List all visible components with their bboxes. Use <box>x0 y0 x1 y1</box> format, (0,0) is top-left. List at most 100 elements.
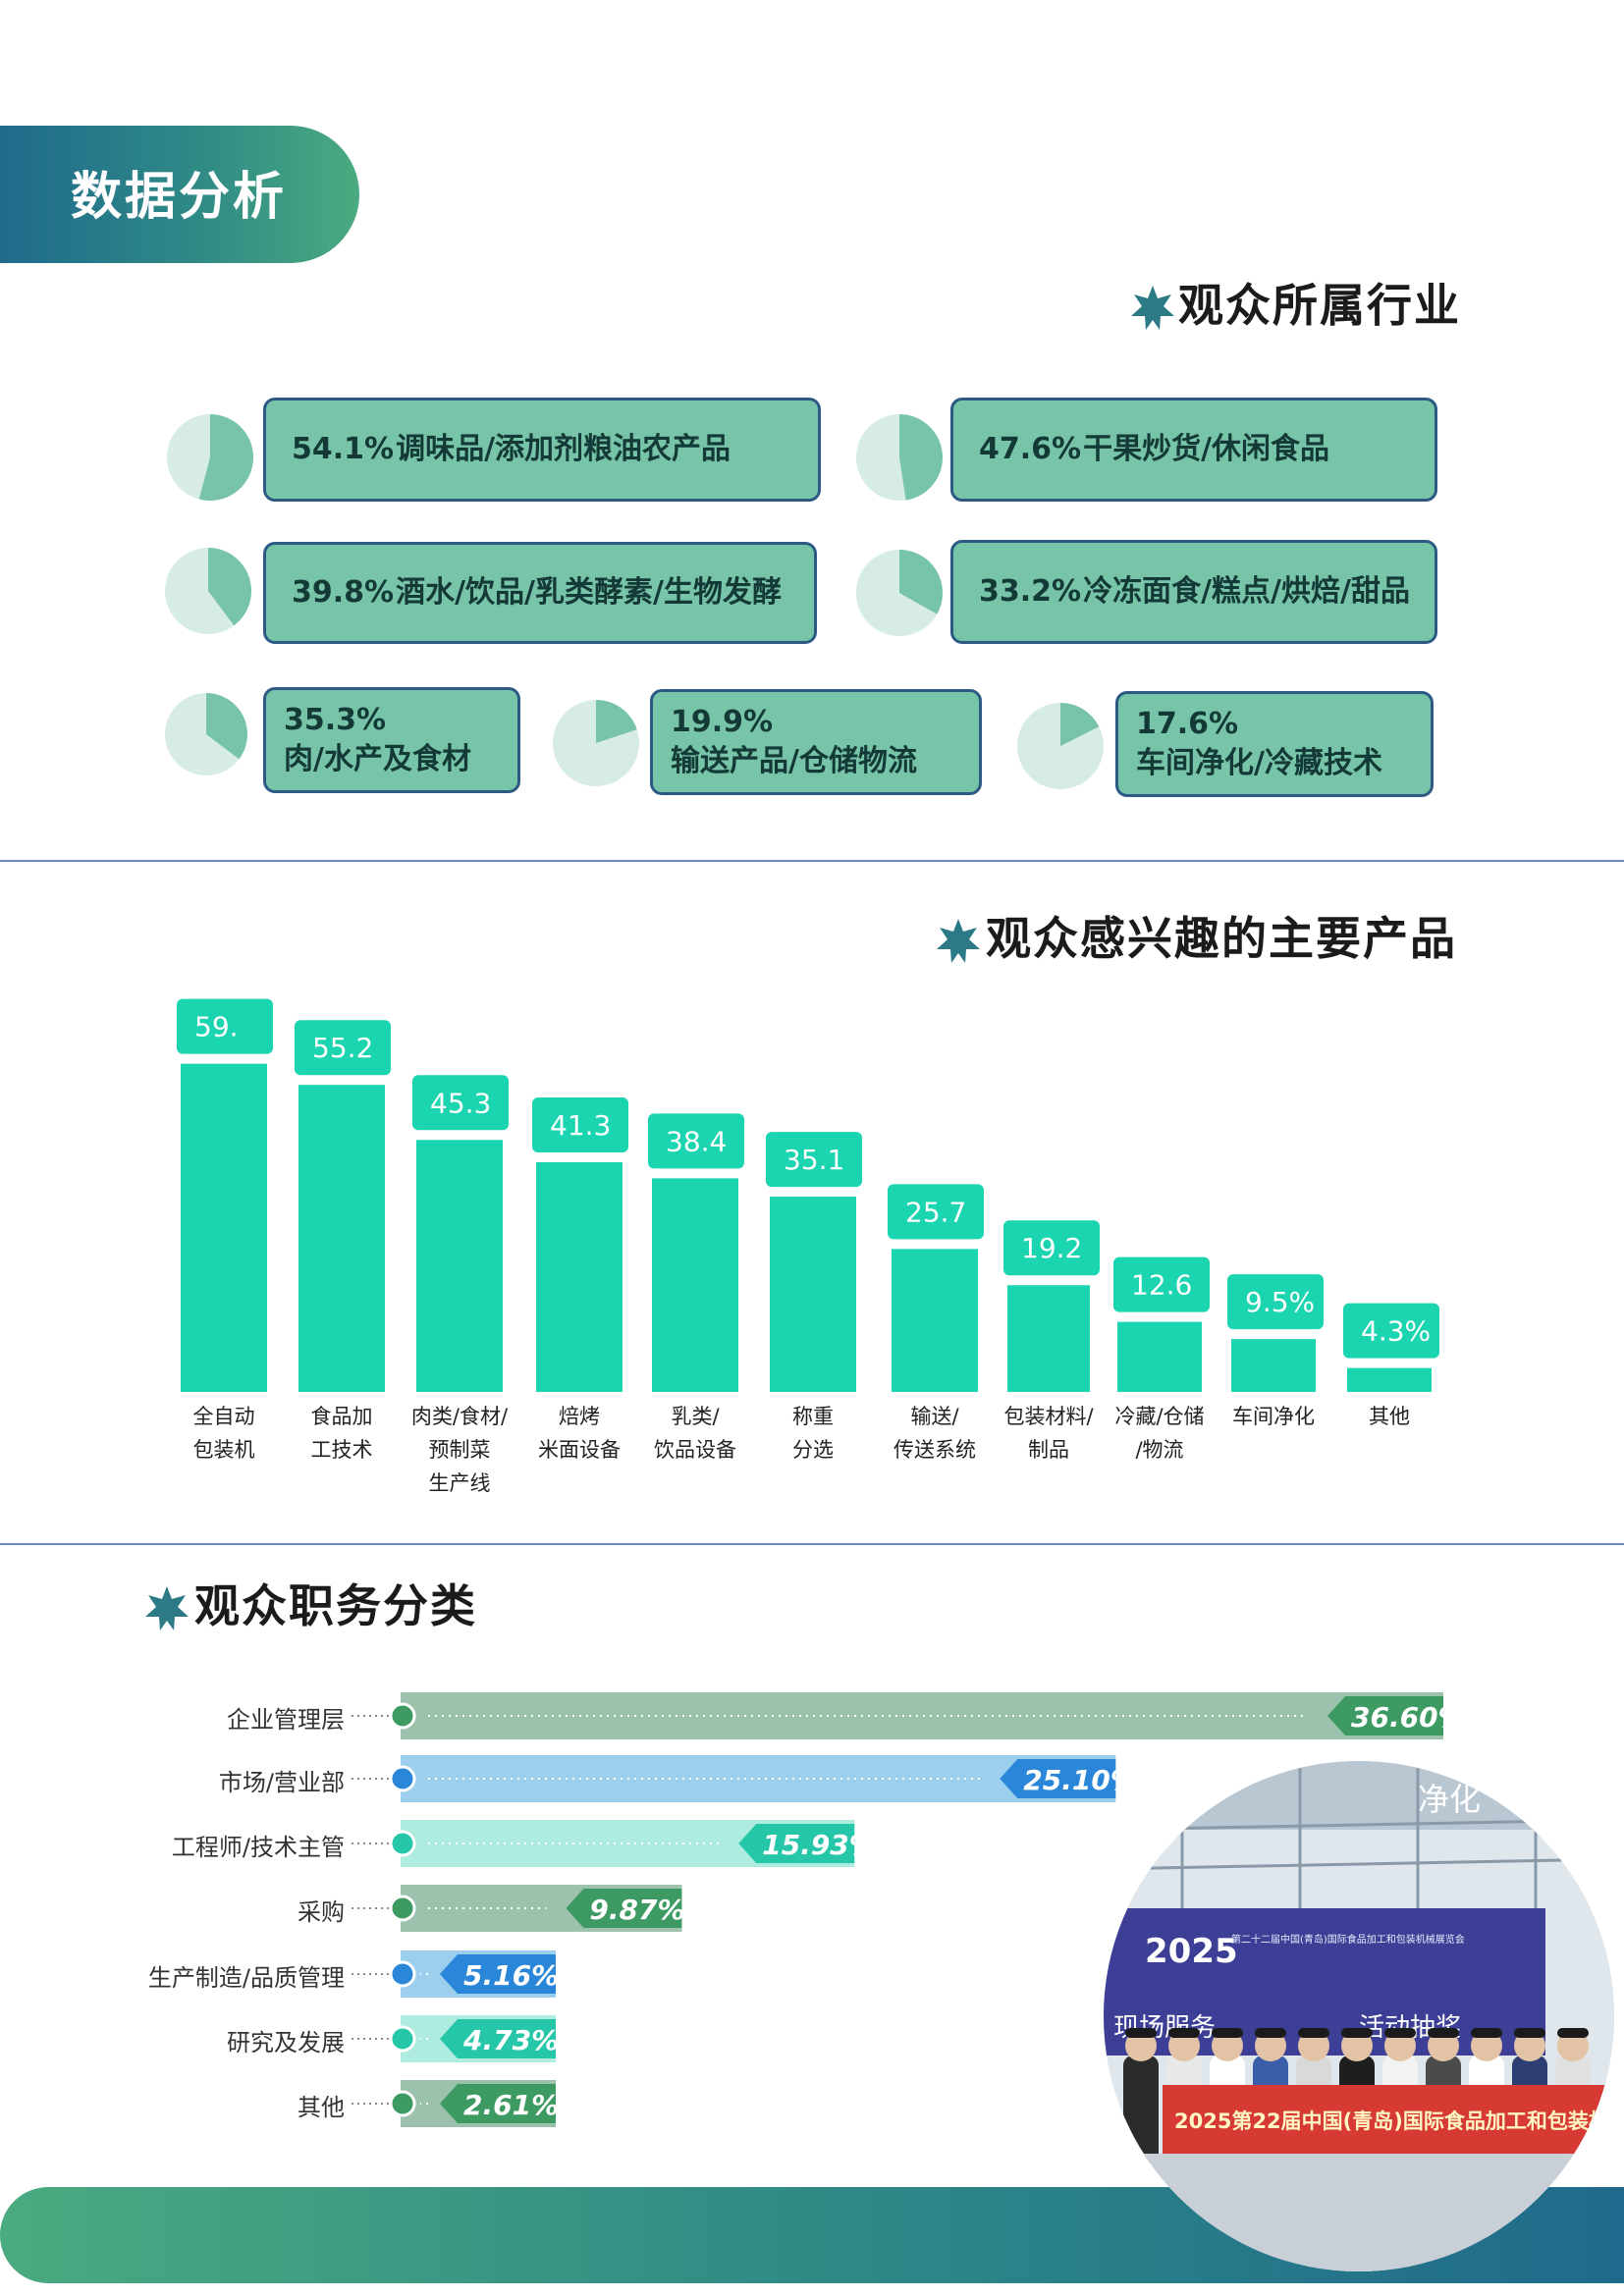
industry-item-label: 输送产品/仓储物流 <box>671 744 917 778</box>
bar-value-label: 35.1 <box>784 1144 844 1176</box>
role-category-label: 研究及发展 <box>227 2029 345 2056</box>
bar-value-badge <box>1113 1256 1210 1312</box>
bar-category-line: 其他 <box>1369 1405 1410 1428</box>
role-category-label: 生产制造/品质管理 <box>147 1964 345 1992</box>
bar-value-label: 12.6 <box>1131 1269 1192 1302</box>
pie-slice <box>596 700 637 743</box>
bar-category-label: 包装材料/制品 <box>990 1400 1108 1467</box>
role-bar <box>401 1692 1443 1739</box>
bar <box>1231 1339 1316 1392</box>
bar-category-label: 车间净化 <box>1215 1400 1332 1433</box>
bar-category-line: 预制菜 <box>428 1438 491 1462</box>
bar <box>652 1178 738 1392</box>
industry-item-label: 干果炒货/休闲食品 <box>1083 432 1330 466</box>
pie-slice <box>206 693 247 760</box>
role-value-tag <box>440 2084 556 2123</box>
bar-category-line: 食品加 <box>310 1405 373 1428</box>
industry-item: 19.9% 输送产品/仓储物流 <box>650 689 982 795</box>
bar-value-badge <box>1003 1220 1100 1276</box>
bar-category-label: 全自动 包装机 <box>165 1400 283 1467</box>
industry-item-pct: 17.6% <box>1136 707 1239 741</box>
photo-board-year: 2025 <box>1145 1932 1238 1971</box>
bar-value-label: 4.3% <box>1361 1315 1431 1348</box>
bar-value-badge <box>412 1075 509 1131</box>
section-tag-label: 数据分析 <box>71 168 288 227</box>
pie-slice <box>198 414 253 501</box>
role-category-label: 市场/营业部 <box>218 1769 345 1796</box>
star-icon <box>937 919 980 963</box>
bar-category-line: 包装材料/ <box>1003 1405 1094 1428</box>
bar-category-line: 制品 <box>1028 1438 1069 1462</box>
role-marker <box>389 1765 416 1792</box>
bar-category-line: 传送系统 <box>893 1438 976 1462</box>
industry-item: 33.2% 冷冻面食/糕点/烘焙/甜品 <box>950 540 1437 644</box>
bar-category-line: /物流 <box>1135 1438 1184 1462</box>
industry-pie <box>856 550 943 636</box>
bar-category-line: 全自动 <box>192 1405 255 1428</box>
roles-title: 观众职务分类 <box>143 1571 536 1639</box>
industry-item-pct: 33.2% <box>979 574 1082 609</box>
bar-value-label: 45.3 <box>430 1087 491 1119</box>
role-marker <box>389 1830 416 1857</box>
photo-corner-text: 净化 <box>1418 1781 1481 1818</box>
bar-value-badge <box>888 1184 984 1240</box>
role-value-label: 25.10% <box>1023 1764 1138 1796</box>
industry-item-pct: 47.6% <box>979 432 1082 466</box>
pie-slice <box>899 550 943 614</box>
bar <box>536 1161 623 1392</box>
industry-item: 17.6% 车间净化/冷藏技术 <box>1115 691 1434 797</box>
products-bar-chart: 59. 55.2 45.3 41.3 38.4 35.1 25.7 19.2 12.6 9.5% 4… <box>177 998 1439 1392</box>
bar <box>770 1197 856 1392</box>
industry-item-pct: 35.3% <box>284 703 387 737</box>
divider-2 <box>0 1543 1624 1545</box>
industry-item: 54.1% 调味品/添加剂粮油农产品 <box>263 398 821 502</box>
role-value-tag <box>440 2019 556 2058</box>
bar <box>1007 1285 1090 1392</box>
bar <box>892 1249 978 1392</box>
bar-value-label: 41.3 <box>550 1109 611 1142</box>
bar-value-badge <box>532 1096 628 1152</box>
bar-category-line: 乳类/ <box>671 1405 720 1428</box>
role-category-label: 其他 <box>298 2094 345 2121</box>
industry-title: 观众所属行业 <box>1129 270 1483 339</box>
event-photo-illustration: 净化 2025 第二十二届中国(青岛)国际食品加工和包装机械展览会 现场服务 活… <box>1104 1761 1614 2271</box>
industry-pie <box>1017 703 1104 789</box>
bar <box>298 1085 385 1392</box>
role-value-tag <box>1000 1759 1116 1798</box>
bar-category-label: 焙烤 米面设备 <box>520 1400 638 1467</box>
industry-item: 39.8% 酒水/饮品/乳类酵素/生物发酵 <box>263 542 817 644</box>
bar-value-badge <box>295 1020 391 1076</box>
roles-title-text: 观众职务分类 <box>194 1579 477 1632</box>
role-value-label: 4.73% <box>462 2024 559 2056</box>
industry-item-pct: 19.9% <box>671 705 774 739</box>
bar-category-label: 其他 <box>1330 1400 1448 1433</box>
bar-category-line: 焙烤 <box>559 1405 600 1428</box>
industry-item-pct: 54.1% <box>292 432 395 466</box>
bar-category-line: 输送/ <box>910 1405 959 1428</box>
bar-category-line: 工技术 <box>310 1438 373 1462</box>
role-category-label: 采购 <box>298 1898 345 1926</box>
bar-category-line: 包装机 <box>192 1438 255 1462</box>
bar-value-badge <box>766 1132 862 1188</box>
role-marker <box>389 1960 416 1988</box>
photo-person <box>1123 2056 1159 2163</box>
industry-item: 35.3% 肉/水产及食材 <box>263 687 520 793</box>
role-value-tag <box>1327 1696 1443 1735</box>
industry-pie <box>165 693 247 775</box>
pie-slice <box>1060 703 1100 746</box>
bar-category-line: 米面设备 <box>538 1438 621 1462</box>
role-value-label: 5.16% <box>463 1959 559 1992</box>
photo-board-text: 第二十二届中国(青岛)国际食品加工和包装机械展览会 <box>1231 1933 1465 1946</box>
bar-category-label: 称重 分选 <box>754 1400 872 1467</box>
industry-pie <box>165 548 251 634</box>
star-icon <box>145 1586 189 1630</box>
bar-value-label: 19.2 <box>1021 1232 1082 1264</box>
bar <box>1347 1367 1432 1392</box>
bar-category-line: 分选 <box>792 1438 834 1462</box>
bar-value-badge <box>648 1113 744 1169</box>
role-value-tag <box>440 1954 556 1994</box>
bar <box>181 1063 267 1392</box>
industry-item: 47.6% 干果炒货/休闲食品 <box>950 398 1437 502</box>
bar-value-label: 25.7 <box>905 1196 966 1228</box>
industry-item-label: 冷冻面食/糕点/烘焙/甜品 <box>1083 574 1410 609</box>
